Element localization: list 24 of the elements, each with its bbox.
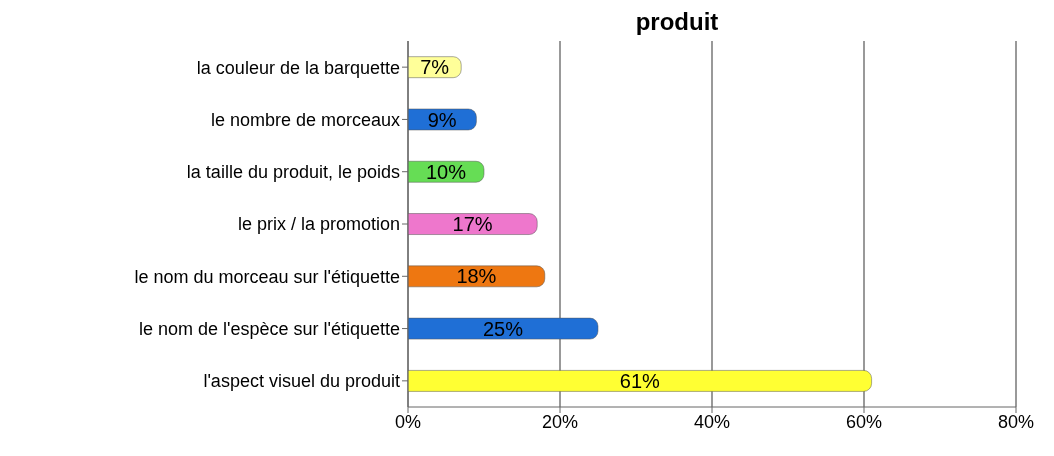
x-tick-label: 0% (394, 411, 422, 432)
bar (408, 265, 546, 288)
data-label: 18% (456, 265, 497, 288)
data-label: 17% (452, 213, 493, 236)
data-label: 25% (482, 317, 524, 340)
x-tick-label: 60% (845, 411, 883, 432)
y-tick-label: le nom du morceau sur l'étiquette (134, 266, 400, 287)
bar (408, 213, 538, 235)
y-tick-label: le prix / la promotion (237, 214, 400, 235)
y-tick-label: la couleur de la barquette (196, 57, 400, 78)
data-label: 9% (427, 108, 457, 131)
bar (408, 370, 872, 392)
x-tick-label: 80% (997, 411, 1035, 432)
x-tick-label: 20% (541, 411, 579, 432)
bar (408, 317, 599, 340)
y-tick-label: le nom de l'espèce sur l'étiquette (138, 318, 400, 339)
data-label: 10% (425, 160, 467, 183)
x-tick-label: 40% (693, 411, 731, 432)
data-label: 7% (420, 56, 450, 79)
y-tick-label: la taille du produit, le poids (186, 162, 400, 183)
chart-title: produit (634, 8, 720, 36)
y-tick-label: l'aspect visuel du produit (203, 371, 400, 392)
y-tick-label: le nombre de morceaux (210, 109, 400, 130)
data-label: 61% (619, 370, 661, 392)
